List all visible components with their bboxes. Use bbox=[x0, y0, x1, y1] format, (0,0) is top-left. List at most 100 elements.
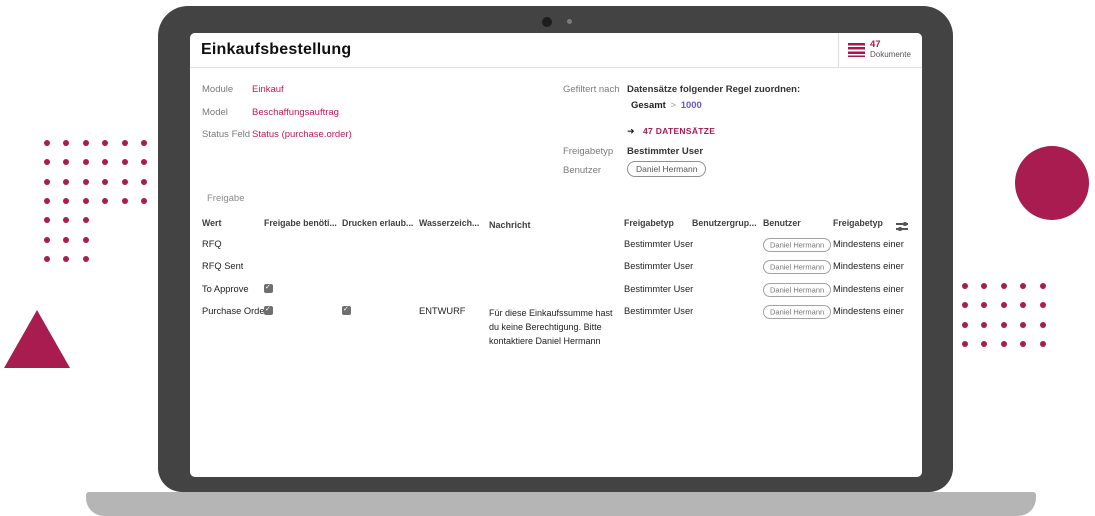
column-header[interactable]: Drucken erlaub... bbox=[342, 218, 414, 228]
decor-dot bbox=[1020, 340, 1027, 347]
cell-freigabetyp2: Mindestens einer bbox=[833, 284, 904, 294]
cell-freigabetyp: Bestimmter User bbox=[624, 239, 694, 249]
checkbox-checked-icon[interactable] bbox=[342, 305, 351, 315]
records-result-link[interactable]: ➜ 47 DATENSÄTZE bbox=[627, 121, 715, 139]
column-header[interactable]: Wasserzeich... bbox=[419, 218, 480, 228]
decor-dot bbox=[141, 197, 147, 204]
decor-dot bbox=[962, 321, 968, 328]
app-window: Einkaufsbestellung 47 Dokumente Module E… bbox=[190, 33, 922, 477]
decor-dot bbox=[981, 321, 988, 328]
decor-dot bbox=[981, 283, 988, 289]
cell-freigabetyp: Bestimmter User bbox=[624, 261, 694, 271]
decor-dot bbox=[44, 255, 50, 262]
decor-dot bbox=[141, 140, 147, 146]
cell-freigabetyp2: Mindestens einer bbox=[833, 306, 904, 316]
decor-dot bbox=[981, 340, 988, 347]
decor-dot bbox=[44, 217, 50, 224]
decor-dot bbox=[102, 140, 109, 146]
decor-dot bbox=[44, 140, 50, 146]
decor-dot bbox=[1020, 283, 1027, 289]
cell-wert: RFQ bbox=[202, 239, 222, 249]
filter-rule: Gesamt > 1000 bbox=[631, 100, 702, 111]
decor-dot bbox=[82, 178, 89, 185]
column-header[interactable]: Freigabetyp bbox=[624, 218, 674, 228]
decor-dot bbox=[82, 236, 89, 243]
decor-dot bbox=[63, 255, 70, 262]
records-result-text: 47 DATENSÄTZE bbox=[643, 126, 716, 136]
documents-counter-button[interactable]: 47 Dokumente bbox=[838, 33, 922, 67]
decor-dot bbox=[1000, 340, 1007, 347]
column-header[interactable]: Nachricht bbox=[489, 220, 531, 230]
table-row[interactable]: Purchase Order ENTWURF Für diese Einkaufss… bbox=[190, 304, 922, 346]
table-row[interactable]: To Approve Bestimmter User Daniel HermannM… bbox=[190, 282, 922, 307]
webcam-icon bbox=[542, 17, 552, 27]
checkbox-checked-icon[interactable] bbox=[264, 305, 273, 315]
decor-dot bbox=[1020, 321, 1027, 328]
decor-dot bbox=[63, 197, 70, 204]
cell-freigabetyp: Bestimmter User bbox=[624, 306, 694, 316]
checkbox-checked-icon[interactable] bbox=[264, 283, 273, 293]
decor-dot bbox=[121, 140, 128, 146]
cell-freigabe_benoetigt bbox=[264, 305, 273, 317]
cell-wasserzeichen: ENTWURF bbox=[419, 306, 466, 316]
user-tag[interactable]: Daniel Hermann bbox=[763, 259, 832, 274]
cell-freigabe_benoetigt bbox=[264, 283, 273, 295]
cell-benutzer: Daniel Hermann bbox=[763, 304, 832, 319]
decor-dot bbox=[44, 197, 50, 204]
documents-count: 47 bbox=[870, 39, 881, 50]
cell-freigabetyp2: Mindestens einer bbox=[833, 261, 904, 271]
user-tag[interactable]: Daniel Hermann bbox=[763, 304, 832, 319]
rule-value-link[interactable]: 1000 bbox=[680, 100, 702, 111]
decor-dot bbox=[1000, 321, 1007, 328]
decor-dot bbox=[82, 159, 89, 166]
decor-dot bbox=[63, 159, 70, 166]
column-header[interactable]: Freigabetyp bbox=[833, 218, 883, 228]
table-row[interactable]: RFQ Sent Bestimmter User Daniel Hermann Min… bbox=[190, 259, 922, 284]
decor-dot bbox=[1039, 321, 1046, 328]
decor-dot bbox=[962, 283, 968, 289]
column-header[interactable]: Freigabe benöti... bbox=[264, 218, 337, 228]
filtered-by-label: Gefiltert nach bbox=[563, 84, 620, 95]
decor-dot bbox=[102, 159, 109, 166]
cell-benutzer: Daniel Hermann bbox=[763, 259, 832, 274]
user-tag[interactable]: Daniel Hermann bbox=[627, 161, 707, 177]
cell-nachricht: Für diese Einkaufssumme hast du keine Be… bbox=[489, 308, 613, 346]
decor-dot bbox=[141, 178, 147, 185]
decor-dot bbox=[1039, 340, 1046, 347]
decor-dot bbox=[63, 178, 70, 185]
cell-wert: Purchase Order bbox=[202, 306, 268, 316]
user-tag[interactable]: Daniel Hermann bbox=[763, 282, 832, 297]
decor-circle bbox=[1015, 146, 1089, 220]
decor-dot bbox=[121, 178, 128, 185]
decor-dot bbox=[63, 217, 70, 224]
decor-dot bbox=[121, 159, 128, 166]
decor-dot bbox=[1000, 302, 1007, 309]
documents-label: Dokumente bbox=[870, 50, 911, 59]
module-link[interactable]: Einkauf bbox=[252, 84, 284, 95]
decor-dot bbox=[82, 217, 89, 224]
window-header: Einkaufsbestellung 47 Dokumente bbox=[190, 33, 922, 68]
decor-dot bbox=[82, 197, 89, 204]
decor-dot bbox=[44, 178, 50, 185]
cell-wert: RFQ Sent bbox=[202, 261, 244, 271]
page-title: Einkaufsbestellung bbox=[201, 41, 352, 58]
column-header[interactable]: Benutzer bbox=[763, 218, 801, 228]
user-tag[interactable]: Daniel Hermann bbox=[763, 237, 832, 252]
model-link[interactable]: Beschaffungsauftrag bbox=[252, 107, 339, 118]
optional-columns-icon[interactable] bbox=[896, 221, 908, 231]
decor-dot bbox=[63, 140, 70, 146]
approval-type-label: Freigabetyp bbox=[563, 146, 614, 157]
column-header[interactable]: Wert bbox=[202, 218, 222, 228]
rule-operator: > bbox=[670, 100, 677, 111]
status-field-label: Status Feld bbox=[202, 129, 251, 140]
approval-type-value: Bestimmter User bbox=[627, 146, 704, 157]
decor-dot bbox=[962, 340, 968, 347]
stacked-lines-icon bbox=[848, 43, 865, 57]
column-header[interactable]: Benutzergrup... bbox=[692, 218, 757, 228]
table-row[interactable]: RFQ Bestimmter User Daniel Hermann Mindeste… bbox=[190, 237, 922, 262]
decor-dot bbox=[82, 140, 89, 146]
decor-dot bbox=[121, 197, 128, 204]
cell-wert: To Approve bbox=[202, 284, 249, 294]
status-field-link[interactable]: Status (purchase.order) bbox=[252, 129, 352, 140]
